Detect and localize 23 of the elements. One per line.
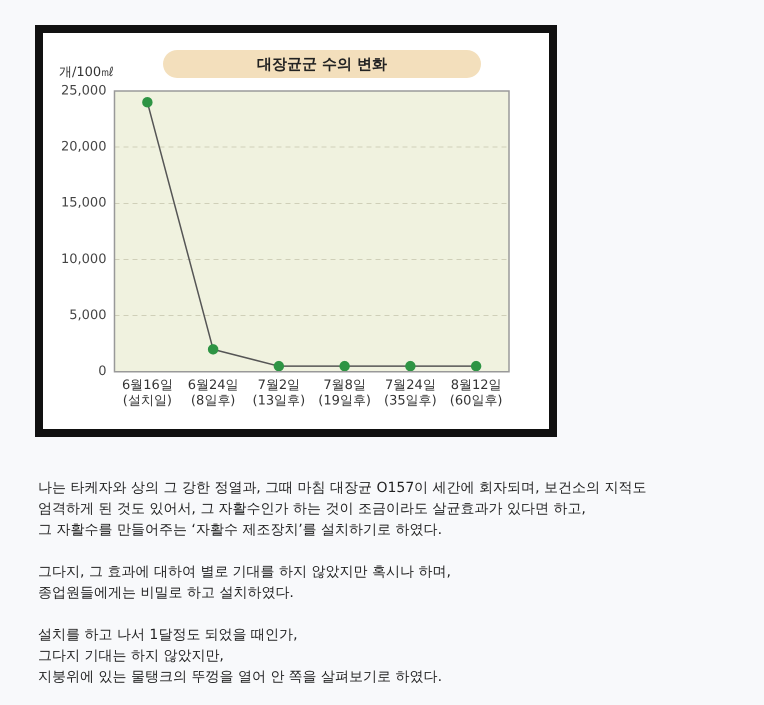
y-axis-title: 개/100㎖ bbox=[59, 64, 114, 81]
y-tick-label: 20,000 bbox=[60, 140, 106, 155]
y-tick-label: 25,000 bbox=[60, 83, 106, 98]
x-tick-label: 7월8일 (19일후) bbox=[318, 378, 371, 409]
y-tick-label: 0 bbox=[98, 364, 106, 380]
point bbox=[339, 360, 350, 372]
text: 나는 타케자와 상의 그 강한 정열과, 그때 마침 대장균 O157이 세간에 회자되며, 보건소의 지적도 엄격하게 된 것도 있어서, 그 자활수인가 하는 것이 조금이라도 살균효과가 있다면 하고, 그 자활수를 만들어주는 ‘자활수 제조장치’를 설치하기로 하였다. bbox=[38, 479, 648, 540]
chart-title: 대장균군 수의 변화 bbox=[163, 50, 481, 78]
point bbox=[274, 360, 284, 372]
y-tick-label: 10,000 bbox=[60, 252, 106, 267]
point bbox=[142, 96, 153, 108]
point bbox=[405, 360, 416, 372]
point bbox=[208, 344, 218, 355]
text: 그다지, 그 효과에 대하여 별로 기대를 하지 않았지만 혹시나 하며, 종업원들에게는 비밀로 하고 설치하였다. bbox=[38, 563, 452, 603]
y-tick-label: 15,000 bbox=[60, 196, 106, 211]
y-tick-label: 5,000 bbox=[69, 308, 106, 324]
x-tick-label: 7월2일 (13일후) bbox=[252, 378, 306, 409]
point bbox=[470, 360, 482, 372]
x-tick-label: 6월24일 (8일후) bbox=[188, 378, 239, 409]
x-tick-label: 8월12일 (60일후) bbox=[450, 378, 502, 409]
x-tick-label: 6월16일 (설치일) bbox=[122, 378, 173, 409]
text: 설치를 하고 나서 1달정도 되었을 때인가, 그다지 기대는 하지 않았지만, 지붕위에 있는 물탱크의 뚜껑을 열어 안 쪽을 살펴보기로 하였다. bbox=[38, 626, 444, 687]
x-tick-label: 7월24일 (35일후) bbox=[384, 378, 437, 409]
